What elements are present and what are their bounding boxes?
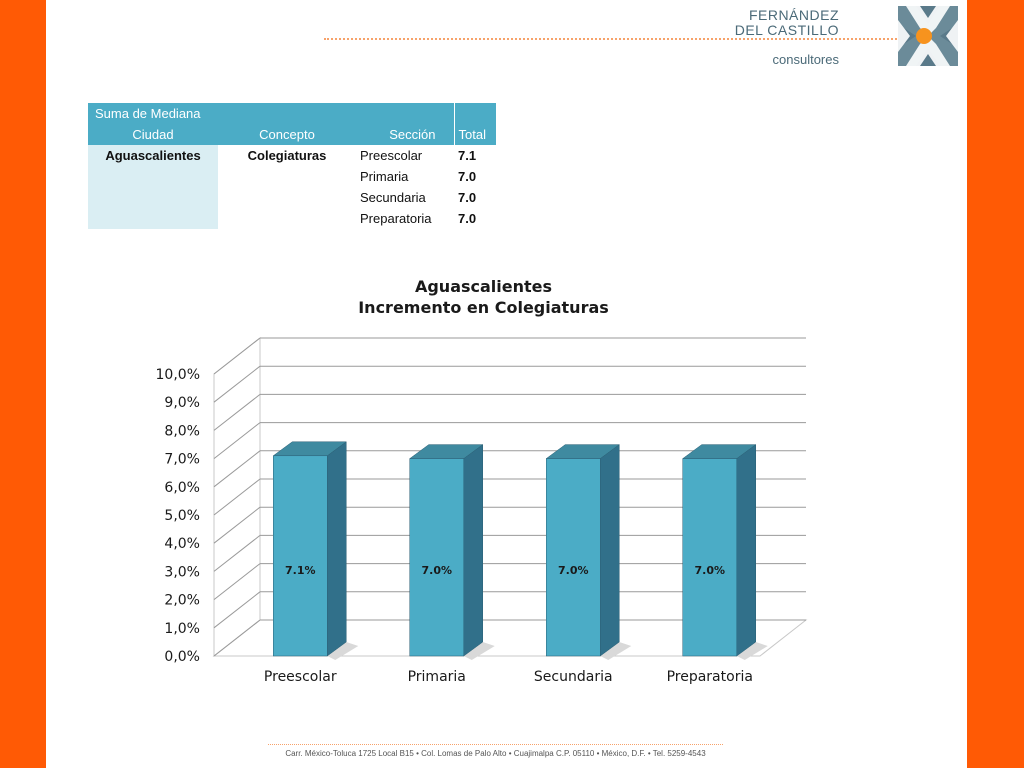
pivot-cell-ciudad-empty [88, 166, 218, 187]
brand-line-2: DEL CASTILLO [734, 22, 839, 38]
pivot-cell-concepto: Colegiaturas [247, 148, 327, 163]
y-tick-label: 9,0% [164, 395, 200, 411]
table-row: Primaria 7.0 [88, 166, 496, 187]
pivot-col-concepto: Concepto [218, 124, 356, 145]
bar [546, 458, 601, 657]
table-row: Secundaria 7.0 [88, 187, 496, 208]
table-row: Preparatoria 7.0 [88, 208, 496, 229]
header-divider [324, 38, 944, 40]
bar-data-label: 7.1% [285, 564, 316, 577]
bar [409, 458, 464, 657]
gridline-diagonal [213, 619, 261, 657]
pivot-table: Suma de Mediana Ciudad Concepto Sección … [88, 103, 496, 229]
pivot-cell-ciudad: Aguascalientes [88, 145, 218, 166]
bar-shadow [327, 642, 359, 660]
bar-side [327, 441, 347, 657]
x-tick-label: Preparatoria [667, 669, 753, 685]
pivot-cell-total: 7.0 [458, 190, 477, 205]
chart-subtitle: Incremento en Colegiaturas [358, 298, 609, 317]
pivot-col-seccion: Sección [356, 124, 454, 145]
x-tick-label: Secundaria [534, 669, 613, 685]
y-tick-label: 4,0% [164, 536, 200, 552]
gridline-diagonal [213, 478, 261, 516]
y-tick-label: 2,0% [164, 593, 200, 609]
bar-data-label: 7.0% [558, 564, 589, 577]
gridline-diagonal [213, 450, 261, 488]
bar-chart: 0,0% 1,0% 2,0% 3,0% 4,0% 5,0% 6,0% 7,0% 8,0% 9,0%… [156, 336, 808, 685]
gridline-diagonal [213, 563, 261, 600]
pivot-cell-ciudad-empty [88, 187, 218, 208]
chart-title-block: Aguascalientes Incremento en Colegiatura… [276, 276, 691, 318]
table-row: Aguascalientes Colegiaturas Preescolar 7… [88, 145, 496, 166]
y-tick-label: 10,0% [156, 367, 200, 383]
y-tick-label: 3,0% [164, 564, 200, 580]
x-tick-label: Primaria [408, 669, 466, 685]
bar-side [600, 444, 620, 657]
y-tick-label: 0,0% [164, 649, 200, 665]
gridline-diagonal [213, 422, 261, 459]
fdc-x-logo-icon [898, 6, 958, 66]
gridline-diagonal [213, 506, 261, 544]
bar [682, 458, 737, 657]
x-tick-label: Preescolar [264, 669, 337, 685]
footer-address: Carr. México-Toluca 1725 Local B15 • Col… [285, 749, 706, 758]
brand-name: FERNÁNDEZ DEL CASTILLO [639, 8, 839, 38]
y-tick-label: 6,0% [164, 480, 200, 496]
pivot-header-spacer [453, 103, 496, 124]
bar [273, 455, 328, 657]
y-tick-label: 7,0% [164, 452, 200, 468]
pivot-col-ciudad: Ciudad [88, 124, 218, 145]
y-tick-label: 1,0% [164, 621, 200, 637]
bar-shadow [736, 642, 768, 660]
pivot-cell-seccion: Preescolar [360, 148, 423, 163]
bar-shadow [463, 642, 495, 660]
gridline-diagonal [213, 337, 261, 375]
bar-side [736, 444, 756, 657]
pivot-cell-total: 7.1 [458, 148, 477, 163]
pivot-header-label: Suma de Mediana [88, 103, 454, 124]
y-tick-label: 8,0% [164, 423, 200, 439]
pivot-cell-total: 7.0 [458, 169, 477, 184]
chart-title: Aguascalientes [414, 277, 553, 296]
footer-divider [268, 744, 723, 745]
brand-subtitle: consultores [772, 52, 839, 67]
bar-data-label: 7.0% [421, 564, 452, 577]
y-tick-label: 5,0% [164, 508, 200, 524]
gridline-diagonal [213, 365, 261, 403]
gridline-diagonal [213, 394, 261, 431]
brand-line-1: FERNÁNDEZ [748, 7, 839, 23]
pivot-cell-total: 7.0 [458, 211, 477, 226]
pivot-cell-seccion: Primaria [360, 169, 409, 184]
slide: FERNÁNDEZ DEL CASTILLO consultores Suma … [46, 0, 967, 768]
pivot-cell-ciudad-empty [88, 208, 218, 229]
bar-side [463, 444, 483, 657]
gridline-diagonal [213, 591, 261, 629]
bar-shadow [600, 642, 632, 660]
pivot-cell-seccion: Preparatoria [360, 211, 432, 226]
pivot-col-total: Total [453, 124, 496, 145]
bar-data-label: 7.0% [694, 564, 725, 577]
gridline-diagonal [213, 535, 261, 572]
pivot-cell-seccion: Secundaria [360, 190, 426, 205]
